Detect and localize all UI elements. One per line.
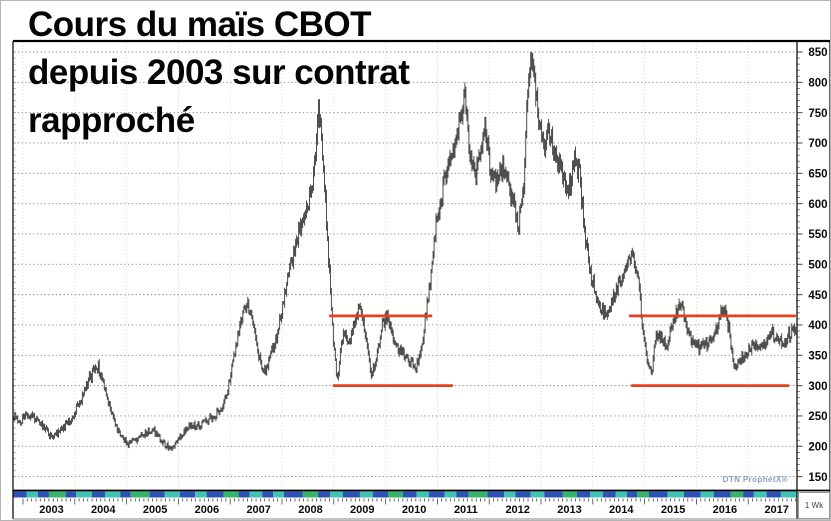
x-axis: 2003 2004 2005 2006 2007 2008 2009 2010 2011 2012… xyxy=(22,498,797,516)
y-axis-price-label: 350 xyxy=(808,350,827,362)
x-axis-year-label: 2010 xyxy=(402,504,426,516)
chart-title: Cours du maïs CBOT depuis 2003 sur contr… xyxy=(28,1,410,145)
x-axis-year-label: 2012 xyxy=(505,504,529,516)
y-axis-price-label: 400 xyxy=(808,320,827,332)
x-axis-year-label: 2014 xyxy=(609,504,634,516)
chart-title-line3: rapproché xyxy=(28,101,195,140)
y-axis-price-label: 150 xyxy=(808,472,827,484)
x-axis-year-label: 2006 xyxy=(195,504,219,516)
y-axis-price-label: 700 xyxy=(808,138,827,150)
y-axis-price-label: 500 xyxy=(808,260,827,272)
x-axis-year-label: 2009 xyxy=(350,504,374,516)
x-axis-year-label: 2007 xyxy=(246,504,270,516)
x-axis-year-label: 2015 xyxy=(661,504,685,516)
y-axis-price-label: 650 xyxy=(808,169,827,181)
y-axis-price-label: 550 xyxy=(808,229,827,241)
price-bars xyxy=(13,51,797,451)
vertical-year-gridlines xyxy=(22,42,749,491)
y-axis-price-label: 750 xyxy=(808,108,827,120)
y-axis-price-label: 200 xyxy=(808,441,827,453)
chart-title-line2: depuis 2003 sur contrat xyxy=(28,53,410,92)
x-axis-year-label: 2003 xyxy=(39,504,63,516)
period-label: 1 Wk xyxy=(804,501,824,510)
x-axis-year-label: 2008 xyxy=(298,504,322,516)
chart-frame xyxy=(12,39,830,520)
x-axis-year-label: 2013 xyxy=(557,504,581,516)
x-axis-year-label: 2004 xyxy=(91,504,116,516)
period-selector[interactable]: 1 Wk xyxy=(798,492,830,519)
y-axis-price-label: 300 xyxy=(808,381,827,393)
x-axis-year-label: 2011 xyxy=(454,504,478,516)
y-axis-price-label: 800 xyxy=(808,78,827,90)
y-axis-price-label: 850 xyxy=(808,47,827,59)
x-axis-year-label: 2005 xyxy=(143,504,167,516)
support-resistance-lines xyxy=(329,314,796,387)
y-axis-price-label: 250 xyxy=(808,411,827,423)
y-axis: 150 200 250 300 350 400 450 500 550 600 650 700 750 8… xyxy=(13,47,828,484)
chart-title-line1: Cours du maïs CBOT xyxy=(28,5,371,44)
y-axis-price-label: 600 xyxy=(808,199,827,211)
contract-color-band xyxy=(13,491,797,498)
y-axis-price-label: 450 xyxy=(808,290,827,302)
x-axis-year-label: 2016 xyxy=(713,504,737,516)
horizontal-gridlines xyxy=(14,51,796,478)
x-axis-year-label: 2017 xyxy=(764,504,788,516)
price-series xyxy=(13,51,797,451)
prophetx-watermark: DTN ProphetX® xyxy=(722,475,788,484)
